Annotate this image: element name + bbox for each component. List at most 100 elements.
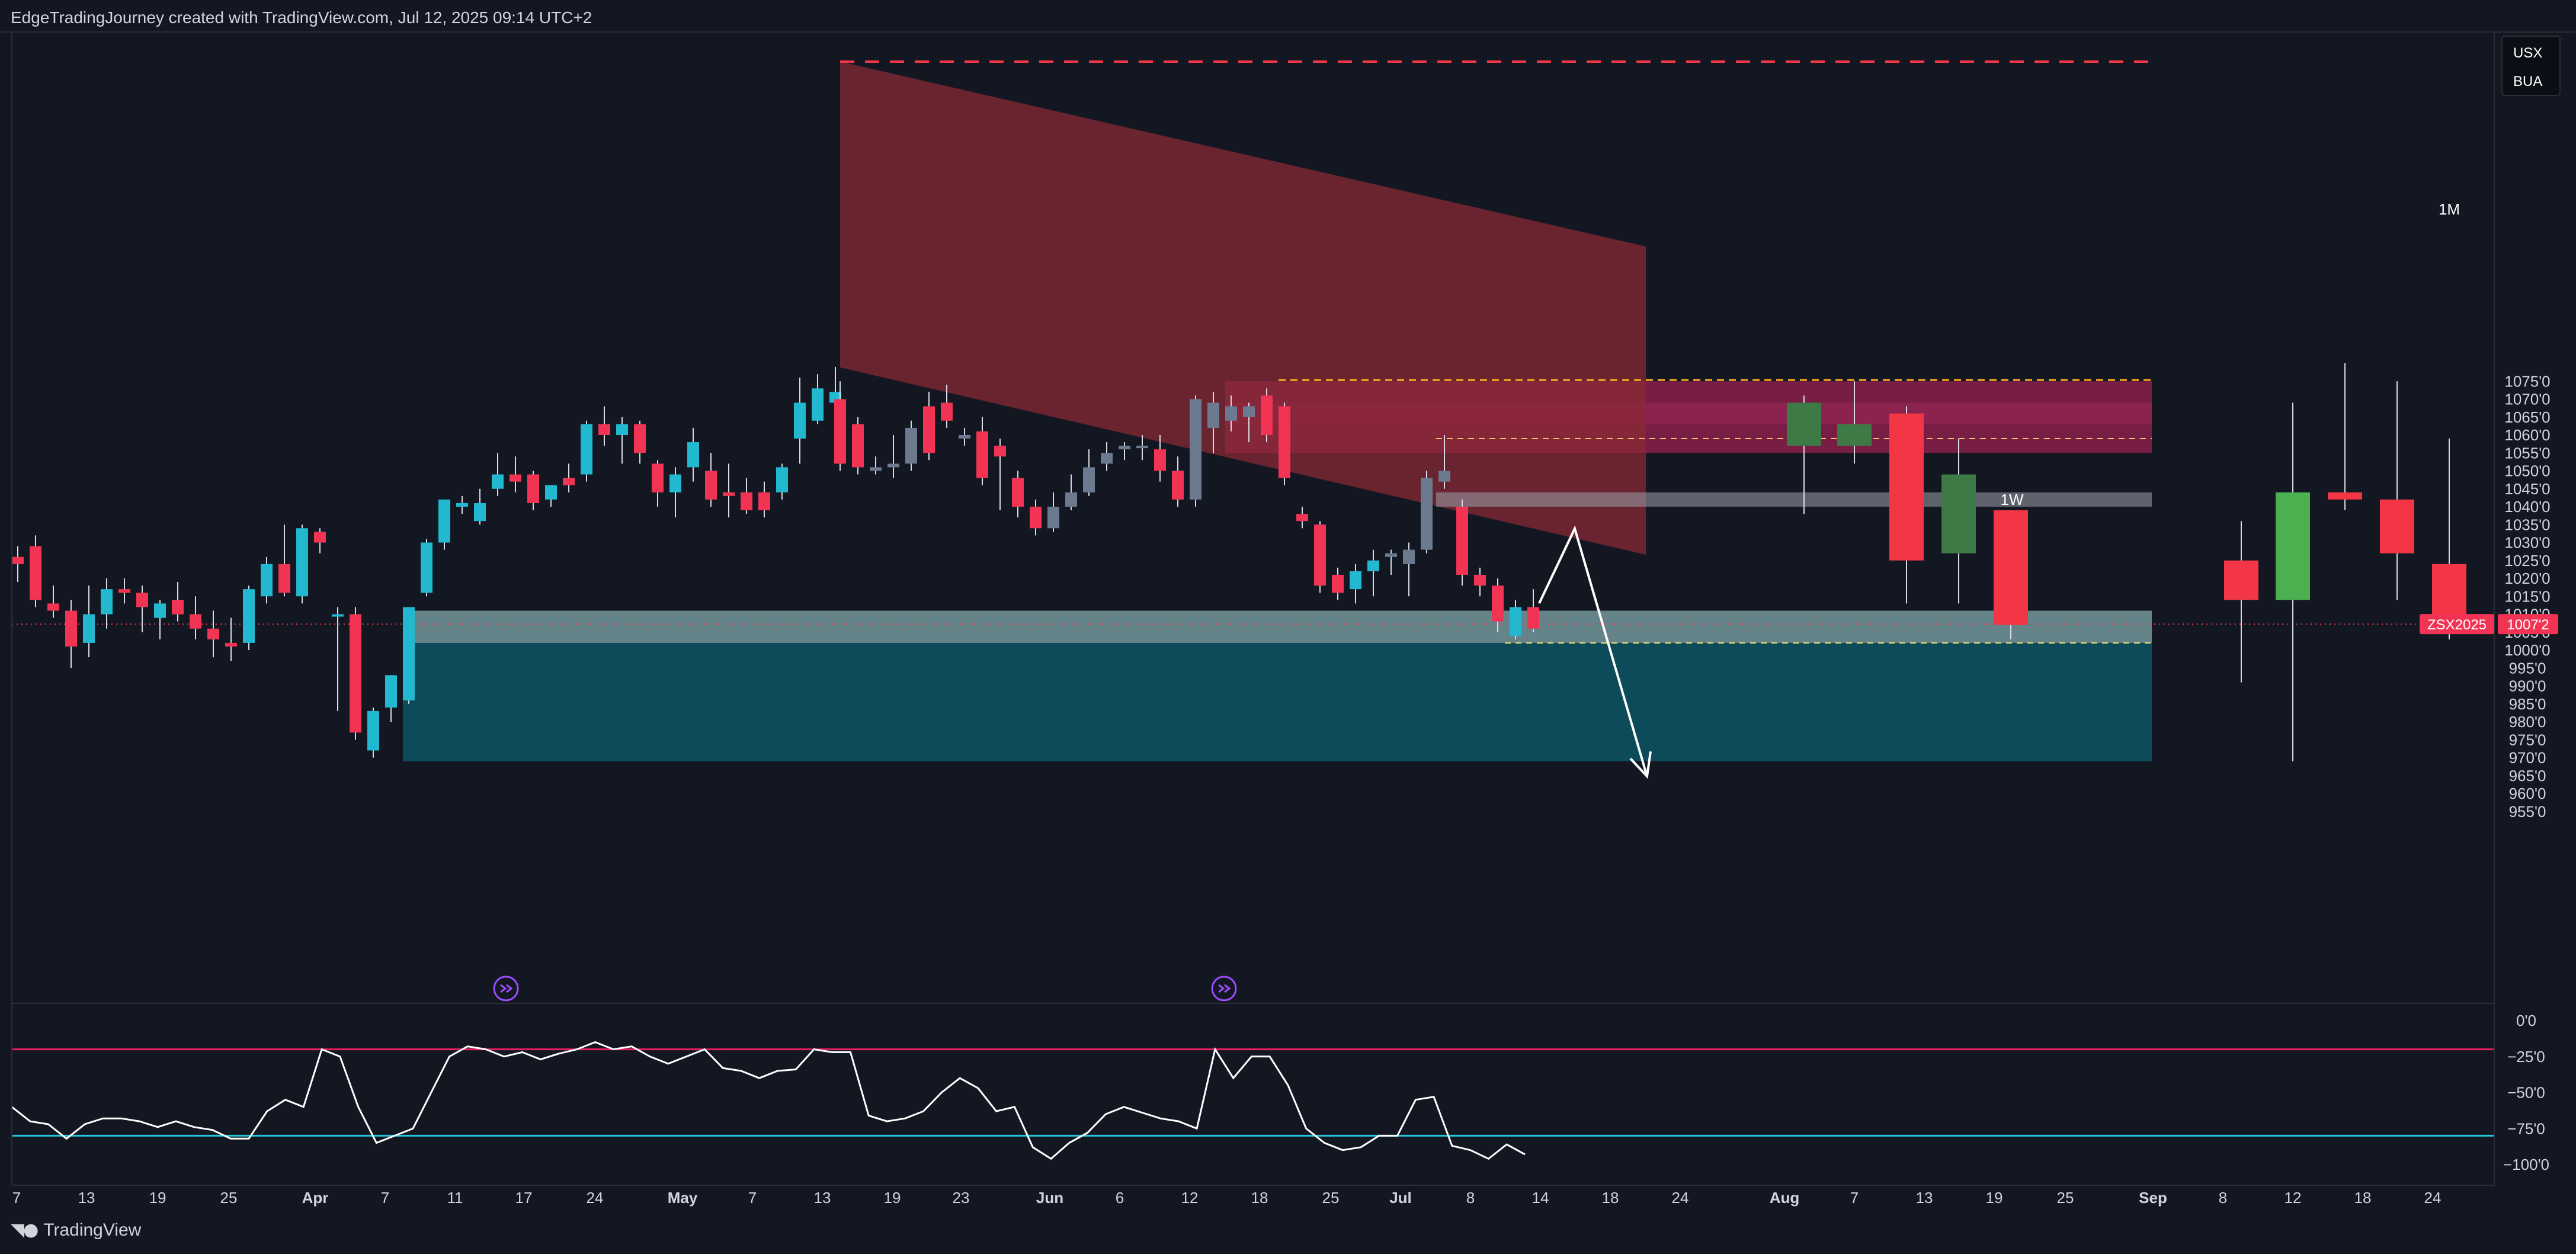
daily-candle (1190, 395, 1202, 507)
daily-candle (1314, 521, 1326, 593)
candle-body (1207, 402, 1219, 428)
candle-body (870, 467, 882, 471)
candle-body (1279, 406, 1290, 478)
candle-body (1296, 514, 1308, 522)
daily-candle (1261, 388, 1273, 443)
candle-body (634, 424, 646, 453)
osc-tick-label: −75'0 (2507, 1119, 2545, 1137)
tradingview-logo[interactable]: ◥● TradingView (11, 1220, 141, 1240)
daily-candle (30, 535, 41, 607)
time-tick-label: Jun (1036, 1189, 1063, 1207)
daily-candle (296, 524, 308, 604)
candle-body (1385, 553, 1397, 557)
price-tick-label: 1075'0 (2504, 372, 2550, 390)
tradingview-logo-text: TradingView (43, 1220, 142, 1240)
time-tick-label: Jul (1389, 1189, 1412, 1207)
symbol-tag (2420, 614, 2494, 635)
daily-candle (1012, 471, 1024, 518)
daily-candle (421, 539, 432, 597)
candle-body (1243, 406, 1255, 417)
price-tick-label: 1045'0 (2504, 480, 2550, 498)
label-1w: 1W (2001, 491, 2024, 508)
candle-body (1136, 446, 1148, 449)
footer (0, 1209, 2576, 1254)
daily-candle (1136, 435, 1148, 460)
daily-candle (1510, 600, 1521, 639)
daily-candle (923, 392, 935, 460)
daily-candle (172, 582, 184, 622)
daily-candle (616, 417, 628, 464)
symbol-line-1: USX (2513, 45, 2543, 61)
oscillator-layer (11, 1041, 2494, 1160)
time-tick-label: 19 (149, 1189, 166, 1207)
daily-candle (225, 618, 237, 661)
time-tick-label: 7 (12, 1189, 21, 1207)
price-tick-label: 1015'0 (2504, 587, 2550, 605)
candle-body (225, 642, 237, 647)
candle-body (403, 607, 415, 700)
daily-candle (1279, 402, 1290, 485)
candle-body (1172, 471, 1184, 500)
monthly-candle (2276, 402, 2310, 762)
daily-candle (12, 546, 24, 583)
time-tick-label: 18 (1251, 1189, 1268, 1207)
weekly-candle (1837, 381, 1872, 464)
candle-body (1837, 424, 1872, 446)
time-tick-label: 24 (1672, 1189, 1689, 1207)
time-tick-label: 19 (1986, 1189, 2003, 1207)
candle-body (1083, 467, 1095, 492)
event-marker-icon (493, 975, 519, 1002)
candle-body (1012, 478, 1024, 507)
candle-body (190, 614, 201, 629)
monthly-candle (2328, 363, 2362, 511)
daily-candle (758, 481, 770, 518)
daily-candle (190, 596, 201, 639)
daily-candle (403, 607, 415, 704)
candle-body (1474, 574, 1486, 586)
overlays-layer: 1W 1M (493, 200, 2460, 1002)
time-tick-label: 7 (748, 1189, 757, 1207)
daily-candle (65, 600, 77, 668)
weekly-candle (1994, 510, 2028, 639)
daily-candle (1296, 507, 1308, 529)
time-tick-label: 13 (78, 1189, 95, 1207)
candle-body (545, 485, 557, 500)
symbol-box[interactable]: USX BUA (2501, 36, 2561, 96)
candle-body (776, 467, 788, 492)
daily-candle (207, 610, 219, 658)
candle-body (887, 463, 899, 468)
price-tick-label: 1070'0 (2504, 391, 2550, 408)
time-tick-label: 25 (1322, 1189, 1340, 1207)
candle-body (207, 628, 219, 639)
daily-candle (1350, 564, 1361, 604)
daily-candle (1083, 449, 1095, 496)
daily-candle (563, 463, 575, 492)
daily-candle (705, 453, 717, 507)
candle-body (1030, 507, 1042, 529)
price-tick-label: 1065'0 (2504, 408, 2550, 426)
candle-body (296, 528, 308, 597)
candle-body (941, 402, 953, 421)
daily-candle (1421, 471, 1433, 554)
daily-candle (1403, 542, 1415, 597)
price-tick-label: 1035'0 (2504, 516, 2550, 533)
price-tick-label: 975'0 (2509, 731, 2546, 748)
candle-body (976, 431, 988, 478)
daily-candle (367, 707, 379, 758)
price-tick-label: 965'0 (2509, 767, 2546, 785)
demand-zone-dark (403, 642, 2152, 762)
price-tick-label: 990'0 (2509, 677, 2546, 695)
time-tick-label: 25 (220, 1189, 238, 1207)
daily-candle (261, 556, 273, 604)
time-tick-label: 24 (2424, 1189, 2442, 1207)
daily-candle (723, 463, 735, 518)
time-tick-label: 24 (587, 1189, 604, 1207)
axes-layer: 1075'01070'01065'01060'01055'01050'01045… (0, 31, 2576, 1207)
candle-body (2432, 564, 2466, 622)
projection-path (1538, 525, 1648, 777)
candle-body (1119, 446, 1130, 450)
time-tick-label: 11 (447, 1189, 463, 1207)
time-tick-label: 13 (814, 1189, 831, 1207)
daily-candle (687, 427, 699, 482)
